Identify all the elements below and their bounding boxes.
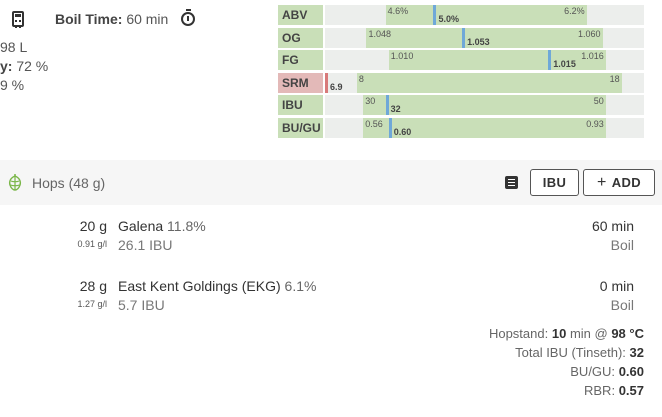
hop-amount: 28 g — [79, 278, 107, 294]
metric-track: 0.56 0.93 0.60 — [325, 117, 644, 138]
metric-max: 1.060 — [578, 28, 601, 39]
plus-icon: + — [596, 174, 607, 191]
metric-track: 4.6% 6.2% 5.0% — [325, 5, 644, 25]
metric-value: 6.9 — [330, 81, 343, 92]
metric-marker — [462, 27, 466, 48]
metric-min: 4.6% — [387, 6, 409, 16]
style-guideline-bars: ABV 4.6% 6.2% 5.0% OG 1.048 1.060 1.053 FG 1.010 1… — [278, 4, 644, 140]
metric-value: 5.0% — [438, 14, 459, 24]
metric-track: 1.010 1.016 1.015 — [325, 50, 644, 71]
metric-row-abv: ABV 4.6% 6.2% 5.0% — [278, 4, 644, 27]
hop-time: 0 min — [599, 278, 634, 294]
metric-min: 30 — [365, 96, 376, 107]
metric-label: OG — [278, 27, 323, 48]
metric-track: 8 18 6.9 — [325, 72, 644, 93]
batch-volume: 98 L — [0, 39, 28, 55]
boil-time: Boil Time: 60 min — [55, 11, 169, 27]
metric-marker — [388, 117, 392, 138]
metric-row-og: OG 1.048 1.060 1.053 — [278, 27, 644, 50]
metric-label: FG — [278, 50, 323, 71]
metric-row-fg: FG 1.010 1.016 1.015 — [278, 49, 644, 72]
metric-track: 30 50 32 — [325, 95, 644, 116]
hop-name[interactable]: Galena 11.8% — [118, 218, 206, 234]
metric-value: 0.60 — [393, 126, 412, 137]
bugu-summary: BU/GU: 0.60 — [570, 364, 644, 379]
rbr-summary: RBR: 0.57 — [584, 383, 644, 398]
hop-use: Boil — [610, 297, 634, 313]
metric-marker — [325, 72, 328, 93]
metric-min: 1.048 — [368, 28, 391, 39]
metric-style-range — [385, 5, 587, 25]
metric-style-range — [363, 95, 606, 116]
metric-label: IBU — [278, 95, 323, 116]
stat-partial: 9 % — [0, 77, 25, 93]
hop-icon — [8, 174, 22, 191]
metric-marker — [385, 95, 389, 116]
hops-title: Hops (48 g) — [32, 175, 106, 191]
metric-row-bugu: BU/GU 0.56 0.93 0.60 — [278, 117, 644, 140]
metric-style-range — [388, 50, 606, 71]
hop-density: 1.27 g/l — [77, 299, 107, 309]
metric-label: SRM — [278, 72, 323, 93]
hop-time: 60 min — [591, 218, 634, 234]
metric-row-srm: SRM 8 18 6.9 — [278, 72, 644, 95]
metric-track: 1.048 1.060 1.053 — [325, 27, 644, 48]
metric-value: 1.015 — [553, 59, 576, 70]
metric-min: 1.010 — [390, 51, 414, 62]
metric-max: 18 — [609, 73, 620, 84]
timer-icon[interactable] — [181, 9, 195, 26]
total-ibu-summary: Total IBU (Tinseth): 32 — [515, 345, 644, 360]
hop-name[interactable]: East Kent Goldings (EKG) 6.1% — [118, 278, 317, 294]
hopstand-summary: Hopstand: 10 min @ 98 °C — [488, 326, 644, 341]
metric-max: 1.016 — [581, 51, 604, 62]
hop-amount: 20 g — [79, 218, 107, 234]
metric-marker — [548, 50, 552, 71]
efficiency: y: 72 % — [0, 58, 49, 74]
hop-use: Boil — [610, 237, 634, 253]
note-icon[interactable] — [505, 176, 518, 189]
ibu-button[interactable]: IBU — [530, 169, 579, 196]
add-hop-button[interactable]: + ADD — [583, 169, 655, 196]
hop-density: 0.91 g/l — [77, 239, 107, 249]
metric-marker — [433, 5, 437, 25]
hop-ibu: 26.1 IBU — [118, 237, 173, 253]
metric-row-ibu: IBU 30 50 32 — [278, 94, 644, 117]
metric-style-range — [356, 72, 622, 93]
hop-ibu: 5.7 IBU — [118, 297, 165, 313]
metric-value: 32 — [390, 104, 401, 115]
metric-style-range — [363, 117, 606, 138]
metric-max: 6.2% — [564, 6, 585, 16]
metric-min: 8 — [358, 73, 364, 84]
metric-label: BU/GU — [278, 117, 323, 138]
metric-value: 1.053 — [467, 36, 490, 47]
metric-style-range — [366, 27, 603, 48]
metric-min: 0.56 — [365, 118, 383, 129]
metric-label: ABV — [278, 5, 323, 25]
metric-max: 0.93 — [586, 118, 604, 129]
metric-max: 50 — [593, 96, 604, 107]
calculator-icon[interactable] — [12, 11, 24, 28]
